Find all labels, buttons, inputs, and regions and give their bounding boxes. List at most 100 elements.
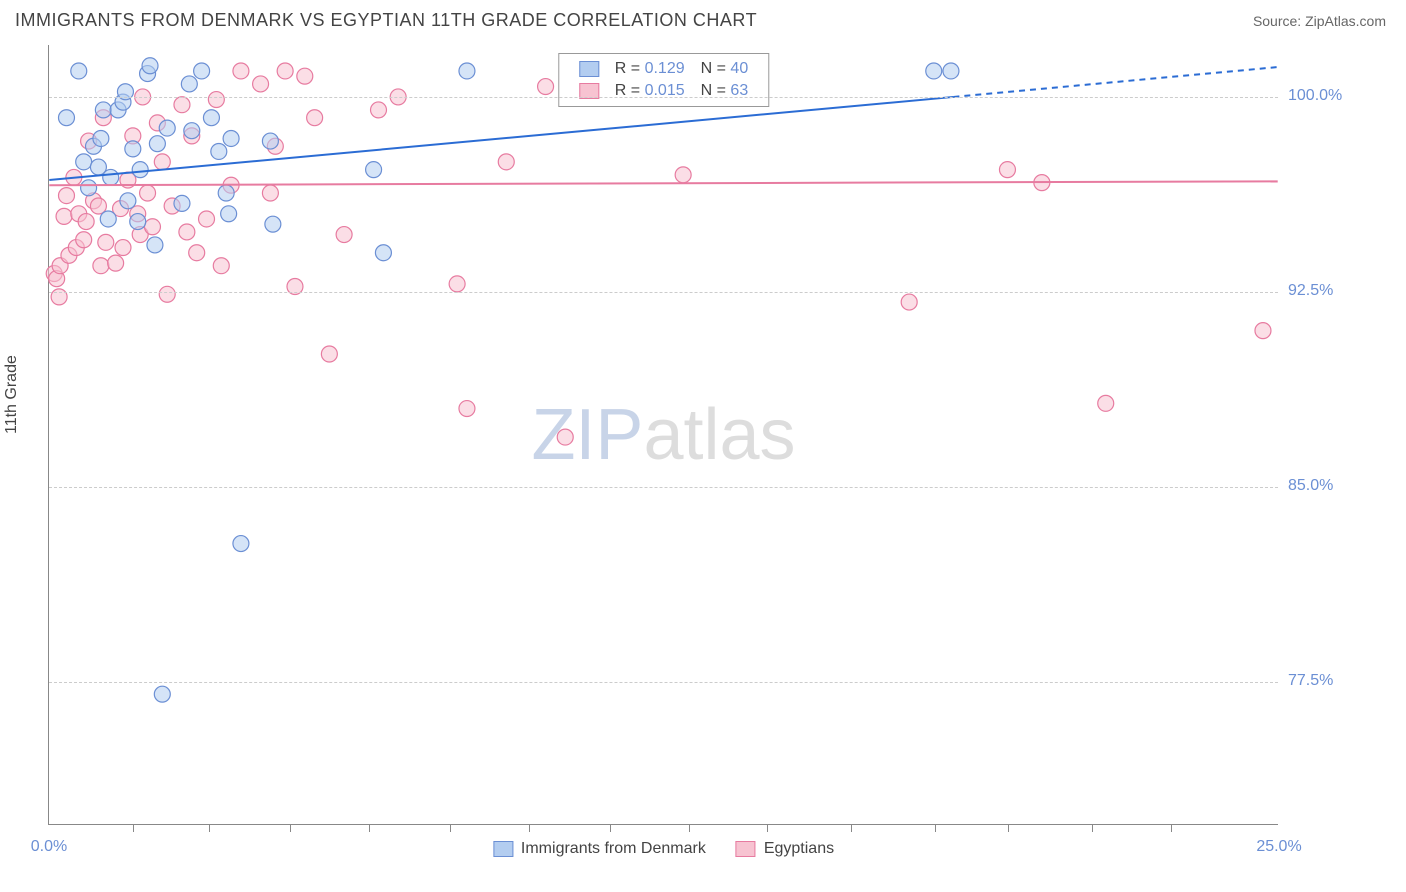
scatter-point [449,276,465,292]
n-value-denmark: 40 [730,60,748,77]
scatter-point [78,214,94,230]
scatter-point [233,536,249,552]
chart-title: IMMIGRANTS FROM DENMARK VS EGYPTIAN 11TH… [15,10,757,31]
x-tick [689,824,690,832]
y-tick-label: 77.5% [1288,672,1358,690]
scatter-point [147,237,163,253]
x-tick-label: 25.0% [1256,838,1301,856]
x-tick [1008,824,1009,832]
scatter-point [184,123,200,139]
x-tick [935,824,936,832]
scatter-point [297,68,313,84]
y-tick-label: 92.5% [1288,282,1358,300]
scatter-point [98,234,114,250]
legend-row-egyptians: R = 0.015 N = 63 [571,80,756,102]
scatter-point [144,219,160,235]
scatter-point [265,216,281,232]
trend-line-dashed [953,67,1277,97]
scatter-point [159,120,175,136]
r-value-denmark: 0.129 [645,60,685,77]
scatter-point [58,110,74,126]
scatter-point [321,346,337,362]
scatter-point [366,162,382,178]
scatter-point [154,154,170,170]
scatter-point [56,208,72,224]
scatter-point [223,130,239,146]
x-tick [1092,824,1093,832]
x-tick [290,824,291,832]
scatter-point [999,162,1015,178]
gridline [49,682,1278,683]
scatter-point [901,294,917,310]
y-tick-label: 100.0% [1288,87,1358,105]
scatter-point [115,240,131,256]
swatch-egyptians-icon [736,841,756,857]
scatter-point [1098,395,1114,411]
scatter-point [71,63,87,79]
scatter-point [498,154,514,170]
bottom-legend-item-denmark: Immigrants from Denmark [493,840,706,858]
scatter-point [262,185,278,201]
scatter-point [336,227,352,243]
y-tick-label: 85.0% [1288,477,1358,495]
scatter-point [103,169,119,185]
swatch-denmark [579,61,599,77]
scatter-point [125,141,141,157]
scatter-point [213,258,229,274]
scatter-point [375,245,391,261]
swatch-denmark-icon [493,841,513,857]
scatter-point [93,130,109,146]
scatter-point [142,58,158,74]
scatter-point [221,206,237,222]
scatter-point [538,79,554,95]
scatter-point [174,97,190,113]
x-tick [369,824,370,832]
scatter-point [95,102,111,118]
scatter-point [76,232,92,248]
x-tick [1171,824,1172,832]
scatter-point [132,162,148,178]
scatter-point [159,286,175,302]
gridline [49,97,1278,98]
bottom-legend-label-denmark: Immigrants from Denmark [521,840,706,858]
scatter-point [58,188,74,204]
scatter-point [943,63,959,79]
scatter-point [1255,323,1271,339]
scatter-plot-svg [49,45,1278,824]
scatter-point [557,429,573,445]
scatter-point [203,110,219,126]
scatter-point [277,63,293,79]
scatter-point [233,63,249,79]
bottom-legend-label-egyptians: Egyptians [764,840,834,858]
scatter-point [253,76,269,92]
x-tick-label: 0.0% [31,838,67,856]
x-tick [450,824,451,832]
n-label: N = [701,60,731,77]
source-label: Source: ZipAtlas.com [1253,13,1386,29]
scatter-point [189,245,205,261]
scatter-point [149,136,165,152]
scatter-point [307,110,323,126]
scatter-point [926,63,942,79]
y-axis-label: 11th Grade [3,355,21,434]
x-tick [529,824,530,832]
scatter-point [76,154,92,170]
scatter-point [211,143,227,159]
x-tick [133,824,134,832]
legend-row-denmark: R = 0.129 N = 40 [571,58,756,80]
scatter-point [154,686,170,702]
scatter-point [81,180,97,196]
scatter-point [218,185,234,201]
scatter-point [459,63,475,79]
scatter-point [108,255,124,271]
correlation-legend: R = 0.129 N = 40 R = 0.015 N = 63 [558,53,769,107]
x-tick [851,824,852,832]
chart-plot-area: ZIPatlas R = 0.129 N = 40 R = 0.015 N = … [48,45,1278,825]
scatter-point [262,133,278,149]
x-tick [209,824,210,832]
bottom-legend-item-egyptians: Egyptians [736,840,834,858]
scatter-point [120,193,136,209]
scatter-point [199,211,215,227]
scatter-point [100,211,116,227]
scatter-point [93,258,109,274]
